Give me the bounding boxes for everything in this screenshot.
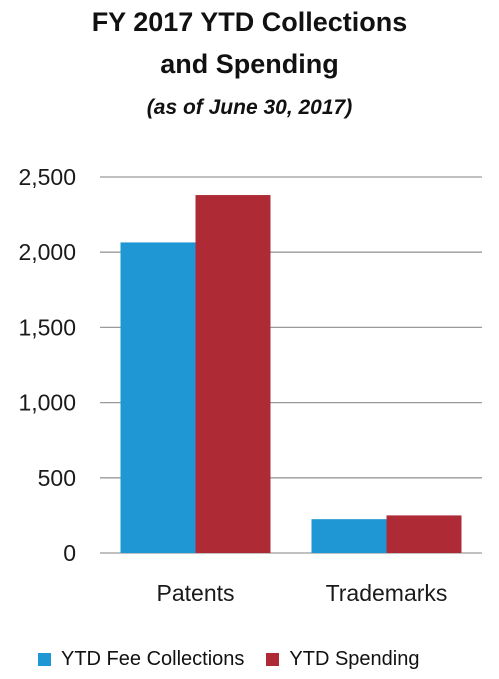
y-tick-label: 0 (63, 540, 76, 566)
x-category-label: Patents (157, 580, 235, 606)
legend-item-spending: YTD Spending (266, 648, 419, 671)
y-tick-label: 2,000 (18, 239, 76, 265)
bar (311, 519, 387, 553)
bar (386, 515, 462, 553)
legend-label-spending: YTD Spending (289, 648, 420, 670)
legend-swatch-collections (38, 653, 51, 666)
chart-legend: YTD Fee Collections YTD Spending (38, 648, 441, 671)
y-tick-label: 1,500 (18, 314, 76, 340)
bar (120, 242, 196, 553)
legend-label-collections: YTD Fee Collections (61, 648, 245, 670)
legend-swatch-spending (266, 653, 280, 666)
y-tick-label: 500 (38, 465, 76, 491)
y-tick-label: 2,500 (18, 164, 76, 190)
legend-item-collections: YTD Fee Collections (38, 648, 244, 671)
chart-title-line2: and Spending (160, 49, 339, 79)
bar (195, 195, 271, 553)
chart-title-line1: FY 2017 YTD Collections (91, 7, 408, 37)
x-category-label: Trademarks (326, 580, 448, 606)
y-tick-label: 1,000 (18, 390, 76, 416)
chart-subtitle: (as of June 30, 2017) (146, 96, 353, 119)
